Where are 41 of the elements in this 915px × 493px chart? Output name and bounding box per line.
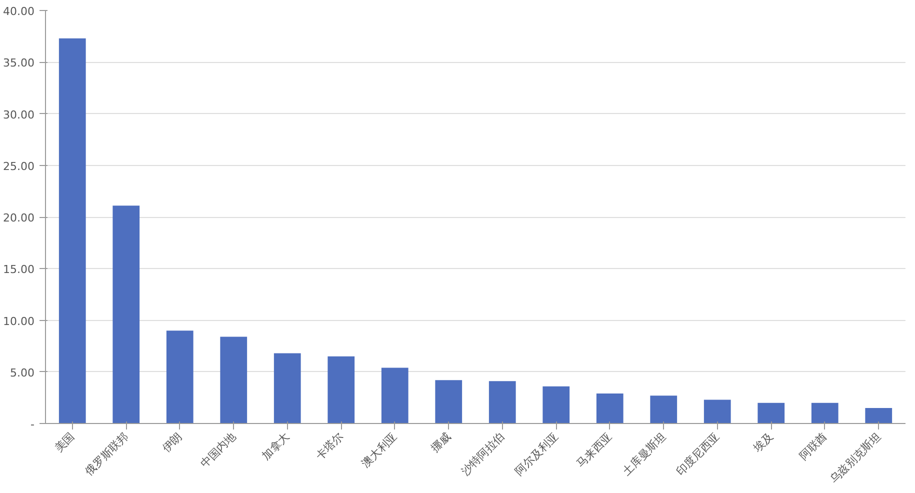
x-tick-label: 乌兹别克斯坦 (827, 430, 884, 486)
x-tick-label: 阿联酋 (796, 430, 830, 462)
bar (811, 402, 838, 424)
x-tick-label: 加拿大 (259, 430, 292, 462)
bar (220, 336, 248, 424)
x-tick-label: 埃及 (750, 430, 776, 456)
x-tick-label: 美国 (52, 430, 77, 455)
bar (596, 394, 624, 424)
y-tick-label: 35.00 (3, 56, 35, 70)
x-tick-label: 俄罗斯联邦 (82, 430, 131, 478)
x-tick-label: 马来西亚 (574, 430, 614, 470)
x-tick-label: 卡塔尔 (313, 430, 346, 462)
y-tick-label: 5.00 (10, 366, 35, 380)
x-tick-label: 沙特阿拉伯 (458, 430, 507, 478)
bar (650, 396, 678, 424)
y-tick-label: 25.00 (3, 160, 35, 173)
x-tick-label: 印度尼西亚 (674, 430, 722, 478)
x-tick-label: 伊朗 (160, 430, 184, 455)
y-tick-label: 40.00 (3, 5, 35, 18)
bar (704, 400, 731, 424)
bar (488, 381, 516, 424)
x-tick-label: 中国内地 (198, 430, 238, 470)
x-tick-label: 土库曼斯坦 (620, 430, 668, 478)
y-tick-label: - (30, 418, 35, 431)
bar (112, 206, 140, 424)
bar (328, 356, 355, 424)
bar (274, 353, 301, 424)
y-tick-label: 20.00 (3, 212, 35, 224)
x-tick-label: 挪威 (428, 430, 454, 455)
bar (865, 408, 892, 424)
bar (381, 368, 408, 424)
bar (166, 330, 194, 424)
bar (58, 38, 86, 424)
x-tick-label: 澳大利亚 (359, 430, 400, 470)
x-tick-label: 阿尔及利亚 (512, 430, 561, 478)
bar (435, 380, 462, 424)
y-tick-label: 10.00 (3, 314, 35, 328)
y-tick-label: 15.00 (3, 263, 35, 276)
y-tick-label: 30.00 (3, 108, 35, 122)
bar (542, 386, 570, 424)
bar (758, 402, 785, 424)
